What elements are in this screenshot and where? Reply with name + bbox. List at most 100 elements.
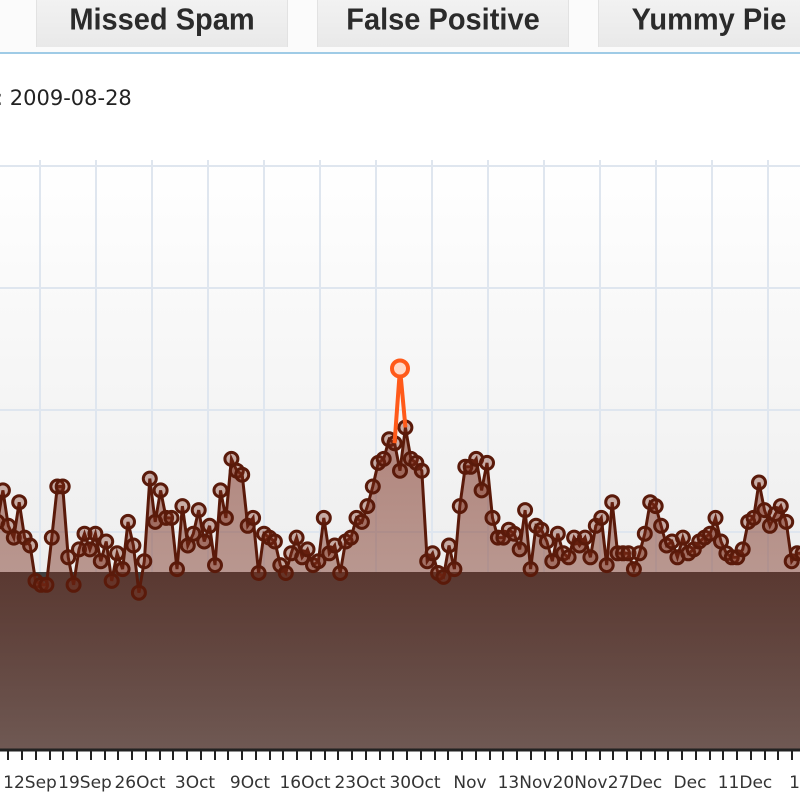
x-tick-label: Nov bbox=[453, 773, 486, 793]
data-point bbox=[343, 529, 359, 546]
data-point bbox=[375, 450, 392, 467]
data-point bbox=[245, 509, 262, 526]
date-range-text: : 2009-08-28 bbox=[0, 86, 132, 110]
data-point bbox=[266, 533, 283, 550]
data-point bbox=[484, 509, 501, 526]
data-point bbox=[653, 517, 670, 534]
data-point bbox=[174, 498, 191, 515]
data-point bbox=[593, 509, 610, 526]
data-point bbox=[288, 529, 305, 546]
data-point bbox=[424, 545, 441, 562]
data-point bbox=[196, 533, 213, 550]
data-point bbox=[625, 561, 642, 578]
data-point bbox=[81, 541, 98, 558]
data-point bbox=[103, 572, 120, 589]
data-point bbox=[169, 561, 185, 578]
tab-bar: Missed Spam False Positive Yummy Pie bbox=[0, 0, 800, 54]
x-tick-label: 27Dec bbox=[608, 773, 663, 793]
data-point bbox=[5, 529, 22, 546]
data-point bbox=[65, 576, 82, 593]
data-point bbox=[560, 549, 577, 566]
data-point bbox=[707, 509, 724, 526]
spam-chart: 12Sep 19Sep 26Oct 3Oct 9Oct 16Oct 23Oct 30Oct No… bbox=[0, 160, 800, 800]
data-point bbox=[413, 462, 430, 479]
tab-stub bbox=[0, 0, 8, 52]
x-tick-label: 30Oct bbox=[389, 773, 440, 793]
tab-yummy-pie[interactable]: Yummy Pie bbox=[598, 0, 800, 47]
data-point bbox=[778, 513, 795, 530]
data-point bbox=[71, 541, 87, 558]
tab-false-positive[interactable]: False Positive bbox=[317, 0, 569, 47]
data-point bbox=[702, 525, 719, 542]
data-point bbox=[22, 537, 39, 554]
series-points bbox=[0, 419, 800, 601]
highlight-group bbox=[390, 358, 410, 444]
data-point bbox=[674, 529, 691, 546]
tab-missed-spam-label: Missed Spam bbox=[69, 2, 255, 37]
data-point bbox=[636, 525, 653, 542]
x-tick-label: 16Oct bbox=[279, 773, 330, 793]
data-point bbox=[207, 557, 223, 574]
data-point bbox=[451, 498, 468, 515]
data-point bbox=[92, 553, 109, 570]
x-tick-label: 12Sep bbox=[3, 773, 57, 793]
data-point bbox=[310, 553, 327, 570]
series-area bbox=[0, 427, 800, 750]
data-point bbox=[604, 494, 621, 511]
x-tick-label: 19Sep bbox=[58, 773, 112, 793]
x-tick-label: 3Oct bbox=[175, 773, 216, 793]
highlight-point bbox=[390, 358, 410, 379]
data-point bbox=[549, 525, 566, 542]
data-point bbox=[299, 541, 316, 558]
data-point bbox=[43, 529, 60, 546]
data-point bbox=[130, 584, 147, 601]
data-point bbox=[364, 478, 381, 495]
data-point bbox=[631, 545, 648, 562]
data-point bbox=[163, 509, 180, 526]
tab-yummy-pie-label: Yummy Pie bbox=[631, 2, 787, 37]
tab-missed-spam[interactable]: Missed Spam bbox=[36, 0, 288, 47]
data-point bbox=[353, 513, 370, 530]
data-point bbox=[250, 565, 267, 581]
x-axis-ticks: 12Sep 19Sep 26Oct 3Oct 9Oct 16Oct 23Oct 30Oct No… bbox=[3, 750, 800, 793]
data-point bbox=[538, 533, 555, 550]
data-point bbox=[152, 482, 169, 499]
data-point bbox=[647, 498, 664, 515]
data-point bbox=[38, 576, 55, 593]
x-tick-label: Dec bbox=[674, 773, 707, 793]
data-point bbox=[190, 502, 207, 519]
data-point bbox=[479, 454, 495, 471]
data-point bbox=[141, 470, 158, 487]
x-tick-label: 20Nov bbox=[553, 773, 608, 793]
data-point bbox=[734, 541, 751, 558]
data-point bbox=[76, 525, 93, 542]
data-point bbox=[212, 482, 229, 499]
x-tick-label: 18 bbox=[789, 773, 800, 793]
x-tick-label: 13Nov bbox=[498, 773, 553, 793]
data-point bbox=[201, 517, 218, 534]
x-tick-label: 9Oct bbox=[230, 773, 271, 793]
data-point bbox=[544, 553, 561, 570]
x-tick-label: 11Dec bbox=[718, 773, 773, 793]
data-point bbox=[577, 529, 593, 546]
data-point bbox=[441, 537, 457, 554]
data-point bbox=[277, 565, 294, 581]
x-tick-label: 26Oct bbox=[114, 773, 165, 793]
data-point bbox=[125, 537, 142, 554]
data-point bbox=[435, 568, 452, 585]
data-point bbox=[114, 561, 131, 578]
data-point bbox=[315, 509, 332, 526]
data-point bbox=[473, 482, 490, 499]
data-point bbox=[120, 513, 136, 530]
data-point bbox=[794, 545, 800, 561]
data-point bbox=[87, 525, 104, 542]
data-point bbox=[109, 545, 126, 562]
data-point bbox=[60, 549, 77, 566]
data-point bbox=[620, 545, 637, 562]
data-point bbox=[582, 549, 599, 566]
data-point bbox=[392, 462, 408, 479]
data-point bbox=[598, 557, 615, 574]
tab-false-positive-label: False Positive bbox=[346, 2, 540, 37]
data-point bbox=[332, 565, 349, 581]
data-point bbox=[11, 494, 28, 511]
